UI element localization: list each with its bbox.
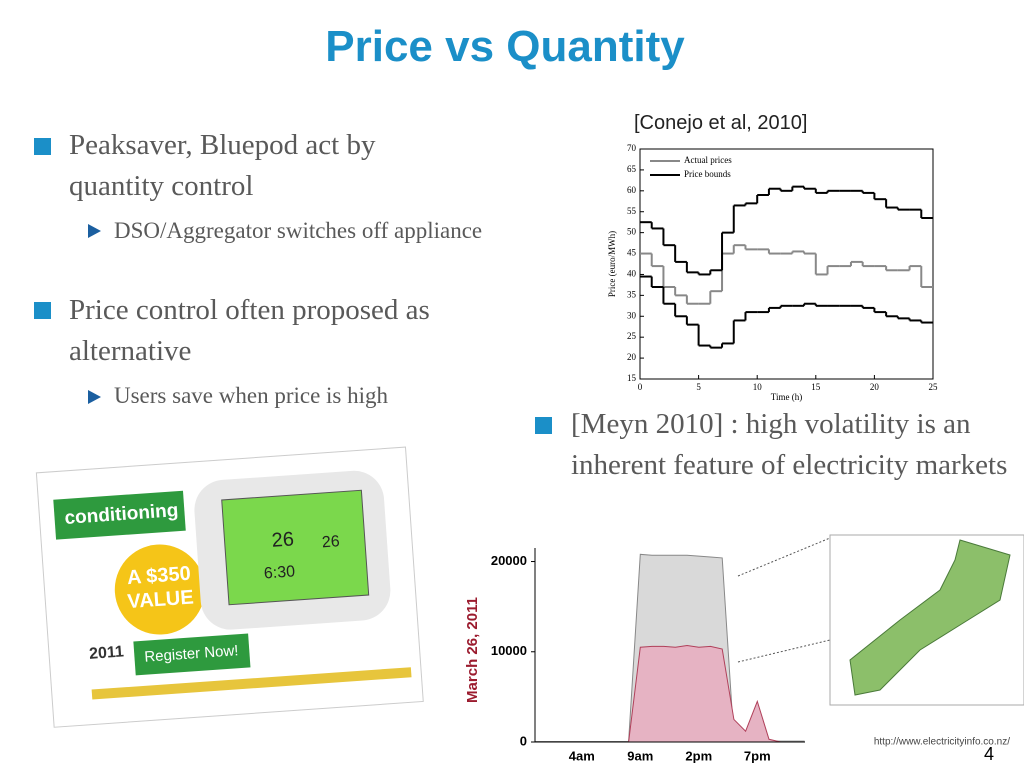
y-tick-label: 25: [627, 331, 637, 341]
offer-text: A $350: [126, 563, 191, 589]
x-tick-label: 0: [638, 382, 643, 392]
x-tick-label: 2pm: [685, 748, 712, 763]
page-number: 4: [984, 744, 995, 764]
y-tick-label: 30: [627, 310, 637, 320]
bullet-icon: [34, 302, 51, 319]
year: 2011: [89, 643, 125, 662]
bullet: Price control often proposed as alternat…: [69, 294, 430, 367]
banner: [53, 490, 186, 540]
badge: [114, 544, 205, 635]
y-tick-label: 50: [627, 227, 637, 237]
display-text: 26: [321, 533, 340, 551]
citation: [Conejo et al, 2010]: [634, 112, 808, 134]
display: [221, 489, 370, 606]
button: [133, 633, 251, 676]
sub-bullet: Users save when price is high: [114, 383, 389, 408]
y-tick-label: 70: [627, 143, 637, 153]
x-tick-label: 25: [929, 382, 939, 392]
x-axis-label: Time (h): [771, 392, 802, 402]
y-tick-label: 65: [627, 164, 637, 174]
y-tick-label: 10000: [491, 643, 527, 658]
x-tick-label: 9am: [627, 748, 653, 763]
bullet-icon: [535, 417, 552, 434]
display-text: 6:30: [263, 563, 295, 582]
y-tick-label: 45: [627, 248, 637, 258]
x-tick-label: 5: [696, 382, 701, 392]
y-tick-label: 15: [627, 373, 637, 383]
sub-bullet-icon: [88, 390, 101, 404]
area: [535, 644, 805, 743]
sub-bullet-icon: [88, 224, 101, 238]
source-url: http://www.electricityinfo.co.nz/: [874, 737, 1010, 748]
map-land: [849, 539, 1011, 696]
plot-area: [639, 148, 934, 380]
promo-image: conditioning A $350 VALUE 26 26 6:30 201…: [35, 446, 424, 728]
decor-strip: [91, 667, 412, 700]
y-tick-label: 40: [627, 269, 637, 279]
y-axis-label: March 26, 2011: [464, 597, 481, 703]
sub-bullet: DSO/Aggregator switches off appliance: [114, 218, 483, 243]
y-tick-label: 60: [627, 185, 637, 195]
y-tick-label: 20: [627, 352, 637, 362]
display-text: 26: [271, 528, 295, 551]
x-tick-label: 10: [753, 382, 763, 392]
connector: [737, 537, 831, 577]
x-tick-label: 7pm: [744, 748, 771, 763]
legend-label: Actual prices: [684, 155, 732, 165]
legend-label: Price bounds: [684, 169, 731, 179]
y-tick-label: 0: [520, 733, 527, 748]
bullet: Peaksaver, Bluepod act by quantity contr…: [69, 129, 376, 202]
y-tick-label: 35: [627, 289, 637, 299]
button-text: Register Now!: [144, 642, 239, 666]
bullet: [Meyn 2010] : high volatility is an inhe…: [571, 408, 1008, 481]
chart-frame: [612, 140, 945, 396]
y-tick-label: 20000: [491, 553, 527, 568]
bullet-icon: [34, 138, 51, 155]
x-tick-label: 20: [870, 382, 880, 392]
connector: [737, 639, 831, 663]
y-tick-label: 55: [627, 206, 637, 216]
x-tick-label: 4am: [569, 748, 595, 763]
slide-title: Price vs Quantity: [325, 22, 685, 71]
x-tick-label: 15: [811, 382, 821, 392]
y-axis-label: Price (euro/MWh): [607, 231, 617, 297]
offer-text: VALUE: [127, 587, 195, 614]
